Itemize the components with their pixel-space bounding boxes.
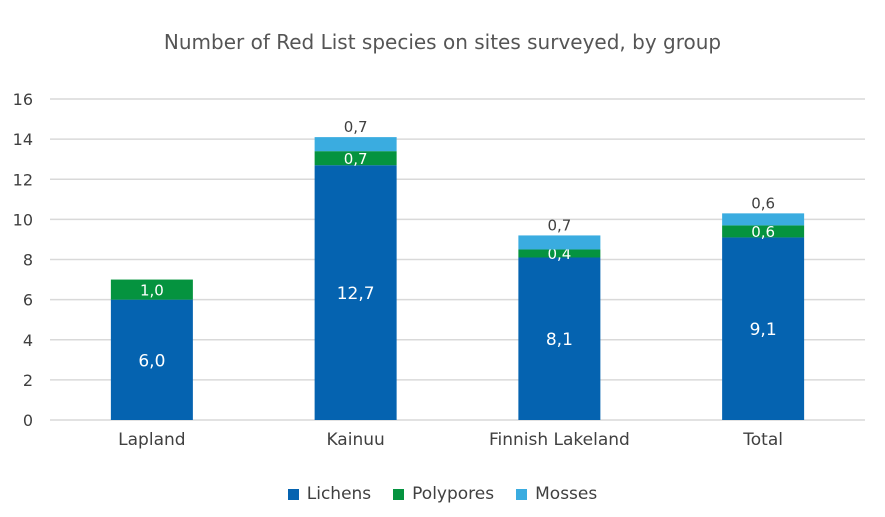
legend-item: Polypores — [393, 484, 494, 504]
x-tick-label: Lapland — [118, 430, 185, 450]
x-tick-label: Kainuu — [326, 430, 384, 450]
y-tick-label: 4 — [23, 331, 33, 350]
data-label: 0,4 — [547, 245, 571, 263]
y-tick-label: 6 — [23, 291, 33, 310]
bar-segment-lichens — [314, 165, 397, 420]
bar-segment-lichens — [518, 257, 601, 420]
bar-segment-lichens — [110, 299, 193, 420]
x-tick-label: Finnish Lakeland — [489, 430, 630, 450]
legend-item: Lichens — [287, 484, 372, 504]
data-label: 9,1 — [750, 320, 777, 340]
legend-label: Polypores — [412, 484, 495, 504]
data-label: 1,0 — [140, 281, 164, 299]
data-label: 0,6 — [751, 194, 775, 212]
bar-segment-mosses — [722, 213, 805, 226]
data-label: 6,0 — [138, 351, 165, 371]
bar-segment-polypores — [314, 151, 397, 166]
y-tick-label: 10 — [13, 210, 33, 229]
data-label: 12,7 — [337, 284, 375, 304]
legend-label: Lichens — [306, 484, 372, 504]
bar-segment-polypores — [110, 279, 193, 300]
legend-swatch — [516, 488, 528, 500]
bar-segment-polypores — [722, 225, 805, 238]
legend-label: Mosses — [535, 484, 598, 504]
legend-swatch — [393, 488, 405, 500]
bar-segment-polypores — [518, 249, 601, 258]
legend-item: Mosses — [516, 484, 597, 504]
x-tick-label: Total — [742, 430, 783, 450]
data-label: 0,6 — [751, 223, 775, 241]
y-tick-label: 14 — [13, 130, 33, 149]
bar-segment-lichens — [722, 237, 805, 420]
bar-segment-mosses — [314, 137, 397, 152]
bar-segment-mosses — [518, 235, 601, 250]
y-tick-label: 16 — [13, 90, 33, 109]
legend-swatch — [287, 488, 299, 500]
y-tick-label: 12 — [13, 170, 33, 189]
legend: Lichens Polypores Mosses — [0, 484, 885, 504]
y-tick-label: 0 — [23, 411, 33, 430]
y-tick-label: 8 — [23, 251, 33, 270]
data-label: 0,7 — [547, 216, 571, 234]
y-tick-label: 2 — [23, 371, 33, 390]
chart-title: Number of Red List species on sites surv… — [163, 30, 722, 54]
data-label: 0,7 — [344, 118, 368, 136]
data-label: 8,1 — [546, 330, 573, 350]
data-label: 0,7 — [344, 150, 368, 168]
